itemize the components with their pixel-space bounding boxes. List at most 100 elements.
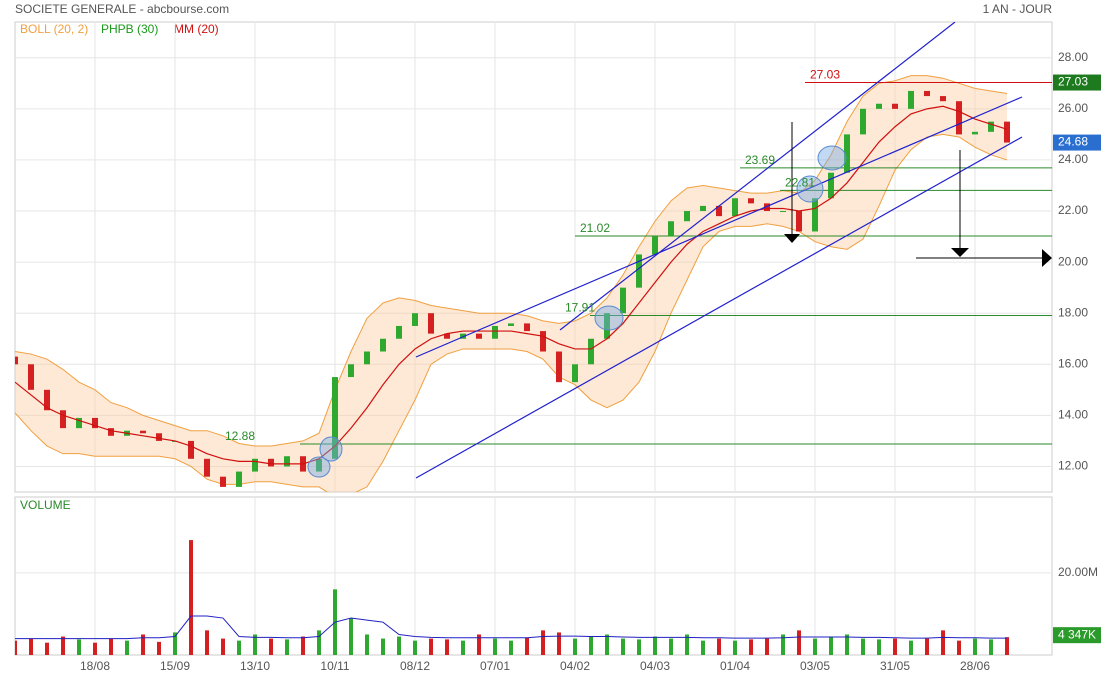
band-lower: [15, 133, 1008, 492]
candle: [396, 325, 402, 339]
volume-bar: [621, 638, 625, 655]
volume-bar: [269, 638, 273, 655]
last-price: 24.68: [1058, 135, 1088, 149]
highlight: [319, 436, 343, 462]
volume-bar: [637, 639, 641, 655]
y-tick-label: 22.00: [1058, 203, 1088, 217]
candle: [380, 338, 386, 352]
candle: [428, 313, 434, 334]
candle: [988, 121, 994, 132]
volume-panel: [14, 496, 1053, 656]
candle: [316, 458, 322, 472]
last-volume: 4 347K: [1058, 627, 1096, 641]
candle: [652, 236, 658, 255]
candle: [140, 430, 146, 434]
volume-bar: [813, 638, 817, 655]
volume-bar: [205, 630, 209, 655]
candle: [732, 198, 738, 217]
x-tick-label: 04/02: [560, 659, 590, 673]
candle: [956, 101, 962, 135]
highlight: [817, 145, 847, 171]
candle: [524, 323, 530, 332]
y-tick-label: 28.00: [1058, 50, 1088, 64]
candle: [556, 351, 562, 383]
candle: [268, 458, 274, 467]
volume-bar: [653, 636, 657, 655]
highlight: [594, 305, 624, 331]
y-tick-label: 24.00: [1058, 152, 1088, 166]
volume-bar: [669, 638, 673, 655]
candle: [444, 333, 450, 339]
volume-bar: [301, 636, 305, 655]
volume-bar: [733, 640, 737, 655]
candle: [684, 211, 690, 222]
candle: [108, 428, 114, 436]
chart-title: SOCIETE GENERALE - abcbourse.com: [15, 2, 229, 16]
candle: [1004, 121, 1010, 143]
x-tick-label: 28/06: [960, 659, 990, 673]
candle: [188, 440, 194, 459]
volume-bar: [15, 640, 17, 655]
volume-bar: [109, 638, 113, 655]
volume-bar: [157, 641, 161, 655]
annotations: [307, 22, 1052, 479]
candle: [780, 211, 786, 213]
x-tick-label: 07/01: [480, 659, 510, 673]
volume-bar: [973, 638, 977, 655]
volume-bar: [397, 636, 401, 655]
x-tick-label: 31/05: [880, 659, 910, 673]
candle: [844, 134, 850, 173]
candle: [28, 364, 34, 390]
candle: [604, 313, 610, 339]
volume-bar: [685, 634, 689, 655]
arrow-head: [784, 234, 800, 243]
last-volume-box: [1053, 627, 1101, 644]
volume-bar: [429, 638, 433, 655]
volume-bar: [605, 634, 609, 655]
candle: [748, 198, 754, 204]
volume-bar: [925, 638, 929, 655]
candle: [540, 331, 546, 352]
candle: [828, 172, 834, 199]
level-label: 21.02: [580, 221, 610, 235]
volume-bar: [445, 639, 449, 655]
candle: [860, 108, 866, 135]
volume-bar: [221, 638, 225, 655]
volume-bar: [413, 640, 417, 655]
x-tick-label: 13/10: [240, 659, 270, 673]
legend-phpb: PHPB (30): [101, 22, 158, 36]
candle: [940, 96, 946, 102]
candle: [588, 338, 594, 365]
volume-bar: [125, 640, 129, 655]
level-label: 23.69: [745, 153, 775, 167]
volume-bar: [717, 638, 721, 655]
candle: [876, 103, 882, 109]
volume-bar: [285, 639, 289, 655]
candle: [492, 325, 498, 339]
candle: [332, 377, 338, 459]
volume-bar: [781, 634, 785, 655]
candle: [764, 203, 770, 212]
candle: [636, 254, 642, 288]
highlight: [307, 456, 331, 478]
volume-bar: [141, 634, 145, 655]
candle: [508, 323, 514, 326]
volume-bar: [349, 618, 353, 655]
candle: [204, 458, 210, 477]
candle: [15, 356, 18, 365]
y-tick-label: 14.00: [1058, 408, 1088, 422]
candle: [220, 476, 226, 487]
x-tick-label: 03/05: [800, 659, 830, 673]
candle: [620, 287, 626, 314]
level-label: 22.81: [785, 176, 815, 190]
volume-bar: [525, 637, 529, 655]
candle: [716, 205, 722, 217]
candle: [60, 410, 66, 429]
y-tick-label: 16.00: [1058, 356, 1088, 370]
arrow-head: [951, 248, 969, 257]
volume-bar: [909, 640, 913, 655]
candle: [348, 364, 354, 378]
volume-bar: [989, 639, 993, 655]
candle: [76, 417, 82, 429]
volume-bar: [845, 634, 849, 655]
